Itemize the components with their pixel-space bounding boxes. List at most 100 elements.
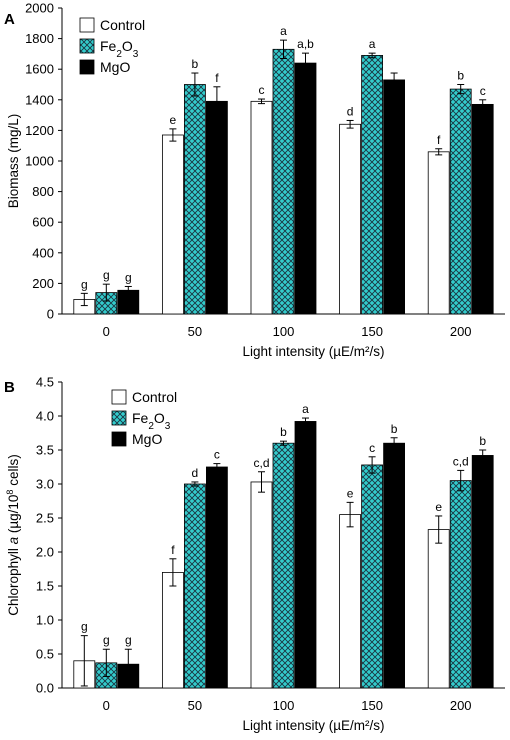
panel-a-significance-label: d bbox=[347, 104, 354, 118]
panel-b-legend-swatch bbox=[111, 431, 127, 447]
panel-a-y-tick-label: 1000 bbox=[25, 154, 54, 169]
panel-a-significance-label: a bbox=[369, 37, 376, 51]
panel-b-x-tick-label: 0 bbox=[103, 698, 110, 713]
panel-b-letter: B bbox=[4, 379, 15, 396]
panel-b-significance-label: c,d bbox=[253, 456, 269, 470]
panel-a-legend-swatch bbox=[79, 59, 95, 75]
panel-b-bar bbox=[250, 481, 273, 689]
panel-a-significance-label: e bbox=[170, 113, 177, 127]
panel-b-legend-swatch bbox=[111, 410, 127, 426]
panel-a-bar bbox=[427, 151, 450, 315]
panel-a-significance-label: b bbox=[457, 69, 464, 83]
panel-a-significance-label: c bbox=[259, 83, 265, 97]
panel-b-y-tick-label: 1.0 bbox=[36, 613, 54, 628]
panel-a-y-axis-label: Biomass (mg/L) bbox=[6, 114, 21, 209]
panel-b-y-tick-label: 3.0 bbox=[36, 477, 54, 492]
panel-a-bar bbox=[205, 100, 228, 315]
panel-a-bar bbox=[161, 134, 184, 315]
panel-a-x-tick-label: 150 bbox=[361, 324, 383, 339]
panel-b-x-axis-label: Light intensity (µE/m²/s) bbox=[242, 718, 384, 733]
panel-b-bar bbox=[339, 514, 362, 689]
panel-b-x-tick-label: 100 bbox=[273, 698, 295, 713]
panel-a-bar bbox=[361, 55, 384, 315]
panel-a-significance-label: f bbox=[437, 133, 441, 147]
panel-b-bar bbox=[449, 480, 472, 689]
panel-a-legend-label: Fe2O3 bbox=[100, 38, 139, 60]
panel-a-bar bbox=[471, 103, 494, 315]
panel-a-y-tick-label: 1600 bbox=[25, 62, 54, 77]
panel-b-y-tick-label: 2.5 bbox=[36, 511, 54, 526]
panel-a-x-tick-label: 0 bbox=[103, 324, 110, 339]
panel-a-y-tick-label: 800 bbox=[32, 184, 54, 199]
panel-b-y-tick-label: 1.5 bbox=[36, 579, 54, 594]
panel-b-bar bbox=[272, 442, 295, 689]
panel-b-legend-label: MgO bbox=[132, 431, 162, 447]
panel-a-bar bbox=[250, 100, 273, 315]
panel-b-significance-label: d bbox=[192, 466, 199, 480]
panel-a-y-tick-label: 2000 bbox=[25, 1, 54, 16]
panel-b-bar bbox=[161, 572, 184, 689]
panel-b-legend-swatch bbox=[111, 389, 127, 405]
panel-a-significance-label: g bbox=[125, 270, 132, 284]
panel-b-y-tick-label: 2.0 bbox=[36, 545, 54, 560]
panel-b-y-tick-label: 4.0 bbox=[36, 409, 54, 424]
panel-b-bar bbox=[294, 421, 317, 689]
panel-b-significance-label: c bbox=[214, 448, 220, 462]
panel-a-legend-swatch bbox=[79, 38, 95, 54]
panel-b-bar bbox=[383, 442, 406, 689]
panel-a: A 0 200 400 600 800 1000 1200 1400 1600 1800 2000 0 5… bbox=[4, 1, 505, 359]
panel-a-legend-swatch bbox=[79, 17, 95, 33]
panel-a-significance-label: g bbox=[103, 268, 110, 282]
panel-b-x-tick-label: 150 bbox=[361, 698, 383, 713]
panel-a-y-tick-label: 1800 bbox=[25, 31, 54, 46]
panel-b-legend-label: Control bbox=[132, 389, 177, 405]
panel-a-y-tick-label: 400 bbox=[32, 245, 54, 260]
panel-a-bar bbox=[183, 84, 206, 315]
panel-b-significance-label: g bbox=[103, 633, 110, 647]
panel-b-bar bbox=[361, 464, 384, 689]
panel-b-y-axis-label: Chlorophyll a (µg/108 cells) bbox=[5, 454, 21, 615]
panel-b-y-tick-label: 0.0 bbox=[36, 681, 54, 696]
panel-a-significance-label: a bbox=[280, 24, 287, 38]
panel-a-bar bbox=[339, 123, 362, 315]
panel-a-x-tick-label: 200 bbox=[450, 324, 472, 339]
panel-a-y-tick-label: 0 bbox=[47, 307, 54, 322]
panel-b-x-tick-label: 50 bbox=[188, 698, 202, 713]
panel-b-significance-label: c bbox=[369, 441, 375, 455]
panel-b-significance-label: f bbox=[171, 543, 175, 557]
panel-a-y-tick-label: 200 bbox=[32, 276, 54, 291]
panel-b-y-tick-label: 4.5 bbox=[36, 375, 54, 390]
panel-a-legend-label: MgO bbox=[100, 59, 130, 75]
panel-b-significance-label: e bbox=[435, 500, 442, 514]
panel-a-significance-label: g bbox=[81, 277, 88, 291]
panel-a-y-tick-label: 600 bbox=[32, 215, 54, 230]
panel-a-significance-label: f bbox=[215, 71, 219, 85]
panel-a-bar bbox=[449, 88, 472, 315]
panel-a-bar bbox=[383, 79, 406, 315]
panel-b-legend-label: Fe2O3 bbox=[132, 410, 171, 432]
panel-b-significance-label: b bbox=[280, 425, 287, 439]
panel-b-significance-label: e bbox=[347, 486, 354, 500]
panel-b-significance-label: b bbox=[479, 434, 486, 448]
panel-b-bar bbox=[205, 466, 228, 689]
panel-a-bar bbox=[294, 62, 317, 315]
panel-b-y-tick-label: 0.5 bbox=[36, 647, 54, 662]
panel-a-significance-label: b bbox=[192, 57, 199, 71]
panel-b-significance-label: g bbox=[125, 633, 132, 647]
panel-a-legend-label: Control bbox=[100, 17, 145, 33]
panel-b-bar bbox=[427, 529, 450, 689]
panel-b-significance-label: g bbox=[81, 620, 88, 634]
panel-a-letter: A bbox=[4, 11, 15, 28]
panel-b-bar bbox=[183, 483, 206, 689]
panel-b-significance-label: a bbox=[302, 402, 309, 416]
panel-a-bar bbox=[272, 48, 295, 315]
panel-a-y-tick-label: 1400 bbox=[25, 92, 54, 107]
panel-b-y-tick-label: 3.5 bbox=[36, 443, 54, 458]
panel-a-x-axis-label: Light intensity (µE/m²/s) bbox=[242, 344, 384, 359]
panel-a-x-tick-label: 100 bbox=[273, 324, 295, 339]
panel-a-significance-label: c bbox=[480, 84, 486, 98]
